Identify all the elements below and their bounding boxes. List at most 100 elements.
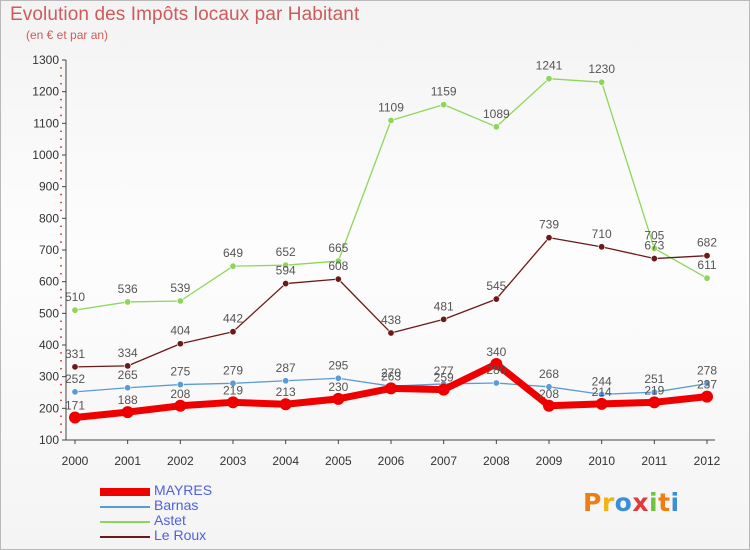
data-label-le-roux: 594 — [276, 264, 296, 278]
data-label-mayres: 213 — [276, 385, 296, 399]
data-point-mayres — [279, 398, 292, 411]
data-point-barnas — [71, 388, 79, 396]
data-label-mayres: 214 — [592, 385, 612, 399]
data-label-mayres: 237 — [697, 378, 717, 392]
data-label-le-roux: 710 — [592, 227, 612, 241]
data-label-astet: 1241 — [536, 59, 563, 73]
data-point-mayres — [227, 396, 239, 409]
data-label-mayres: 208 — [170, 387, 190, 401]
data-label-le-roux: 545 — [486, 279, 506, 293]
data-label-mayres: 219 — [644, 383, 664, 397]
data-point-astet — [545, 75, 553, 83]
y-minor-tick — [60, 162, 62, 164]
data-label-le-roux: 608 — [328, 259, 348, 273]
data-point-mayres — [543, 399, 555, 412]
data-point-le-roux — [71, 363, 79, 371]
data-point-astet — [598, 78, 606, 86]
y-minor-tick — [60, 288, 62, 291]
legend-item: Barnas — [100, 497, 320, 513]
y-minor-tick — [60, 359, 62, 362]
data-point-barnas — [492, 379, 500, 387]
x-tick-label: 2004 — [272, 454, 299, 468]
chart-subtitle: (en € et par an) — [26, 28, 109, 42]
data-label-barnas: 277 — [434, 364, 454, 378]
data-point-mayres — [69, 411, 81, 424]
data-point-mayres — [648, 396, 661, 409]
data-label-le-roux: 682 — [697, 236, 717, 250]
data-label-mayres: 208 — [539, 387, 559, 401]
data-label-barnas: 280 — [486, 363, 506, 377]
y-tick-label: 1200 — [32, 85, 59, 99]
data-label-mayres: 340 — [486, 345, 506, 359]
y-tick-label: 800 — [39, 211, 59, 225]
data-point-barnas — [229, 379, 237, 387]
legend-label: Barnas — [154, 497, 199, 513]
logo-letter: P — [583, 488, 602, 517]
y-minor-tick — [60, 138, 62, 141]
data-label-barnas: 278 — [697, 364, 717, 378]
y-minor-tick — [60, 399, 62, 402]
data-point-astet — [492, 123, 500, 131]
data-point-astet — [229, 262, 237, 270]
y-minor-tick — [60, 98, 62, 101]
data-label-le-roux: 438 — [381, 313, 401, 327]
data-point-barnas — [282, 377, 290, 385]
data-point-barnas — [703, 380, 711, 388]
data-point-le-roux — [124, 362, 132, 370]
legend-label: MAYRES — [154, 482, 213, 498]
data-label-astet: 1230 — [588, 62, 615, 76]
proxiti-logo: Proxiti — [583, 488, 680, 517]
logo-letter: t — [658, 488, 671, 517]
y-minor-tick — [60, 146, 62, 148]
y-tick-label: 400 — [39, 338, 59, 352]
data-label-barnas: 251 — [644, 372, 664, 386]
data-label-barnas: 244 — [592, 374, 612, 388]
data-point-barnas — [176, 381, 184, 389]
data-label-barnas: 279 — [223, 363, 243, 377]
y-tick-label: 300 — [39, 370, 59, 384]
data-point-le-roux — [176, 340, 184, 348]
x-tick-label: 2002 — [167, 454, 194, 468]
data-point-mayres — [490, 358, 503, 370]
data-label-le-roux: 404 — [170, 324, 190, 338]
y-minor-tick — [60, 415, 62, 418]
x-tick-label: 2012 — [694, 454, 721, 468]
data-point-mayres — [701, 390, 713, 403]
x-tick-label: 2006 — [378, 454, 405, 468]
y-minor-tick — [60, 431, 62, 433]
data-label-astet: 1089 — [483, 107, 510, 121]
data-label-mayres: 259 — [434, 371, 454, 385]
y-tick-label: 700 — [39, 243, 59, 257]
data-point-mayres — [332, 392, 345, 405]
data-point-astet — [387, 116, 395, 124]
y-minor-tick — [60, 352, 62, 354]
y-minor-tick — [60, 320, 62, 323]
data-point-barnas — [334, 374, 342, 382]
series-line-le-roux — [74, 236, 708, 368]
data-point-le-roux — [492, 295, 500, 303]
data-label-astet: 1159 — [431, 85, 457, 99]
data-label-astet: 652 — [276, 245, 296, 259]
data-label-astet: 539 — [170, 281, 190, 295]
data-point-barnas — [650, 388, 658, 396]
y-minor-tick — [60, 114, 62, 117]
y-minor-tick — [60, 423, 62, 426]
y-minor-tick — [60, 264, 62, 267]
data-label-barnas: 275 — [170, 365, 190, 379]
y-minor-tick — [60, 225, 62, 228]
data-point-le-roux — [545, 234, 553, 242]
data-label-mayres: 188 — [118, 393, 138, 407]
data-point-mayres — [595, 397, 608, 410]
y-minor-tick — [60, 67, 62, 69]
data-point-barnas — [598, 390, 606, 398]
legend-label: Astet — [154, 512, 186, 528]
data-label-mayres: 219 — [223, 383, 243, 397]
y-minor-tick — [60, 391, 62, 394]
y-minor-tick — [60, 209, 62, 212]
logo-letter: x — [632, 488, 649, 517]
logo-letter: i — [649, 488, 659, 517]
y-minor-tick — [60, 201, 62, 204]
x-tick-label: 2009 — [536, 454, 563, 468]
data-label-le-roux: 739 — [539, 218, 559, 232]
